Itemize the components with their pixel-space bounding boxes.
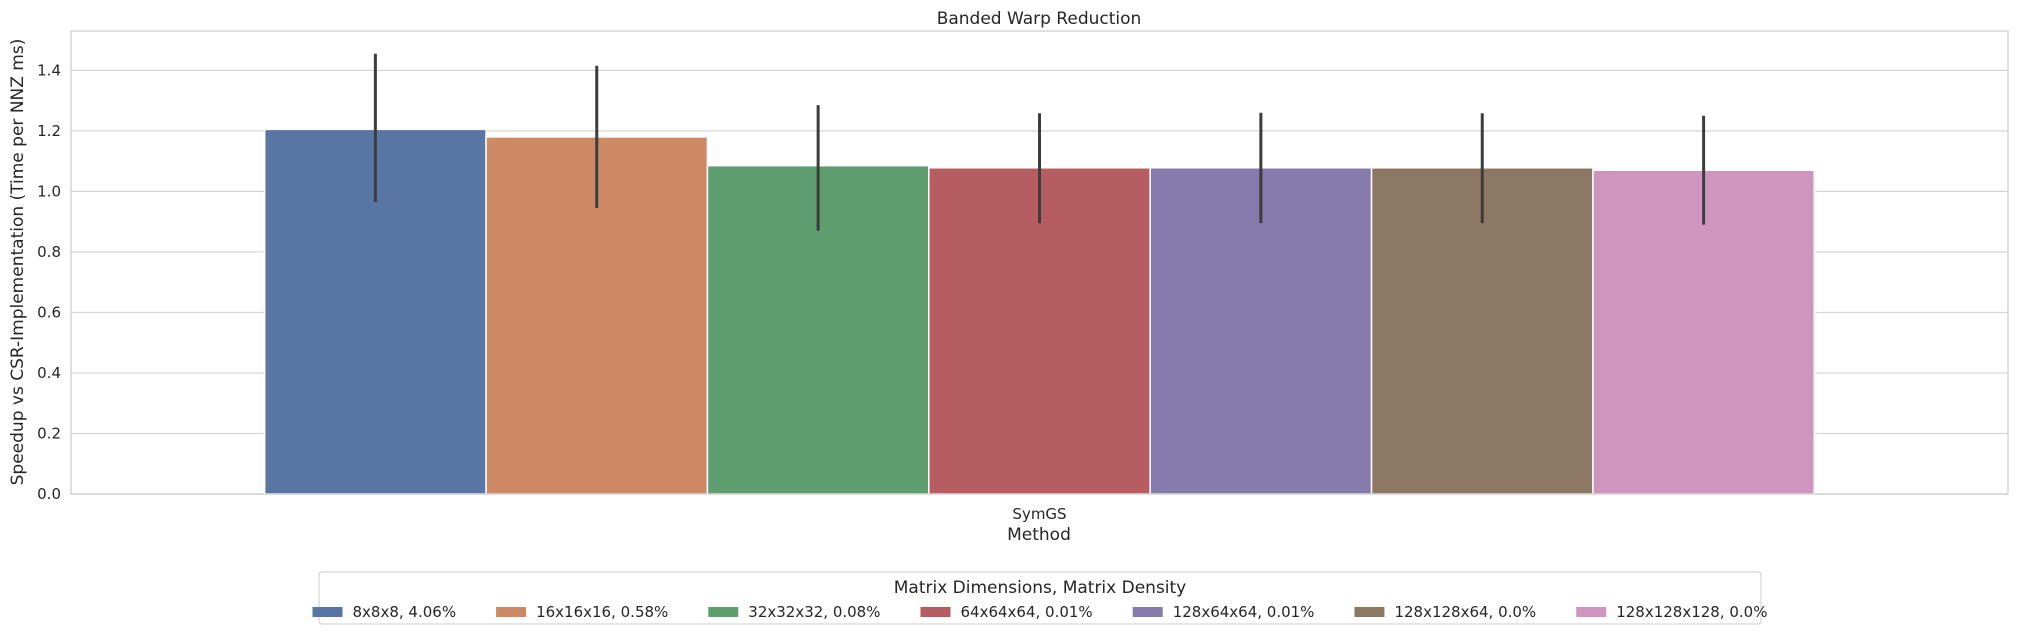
x-axis-title: Method (1007, 525, 1071, 545)
legend-label: 128x128x128, 0.0% (1616, 603, 1767, 621)
y-tick-label: 0.8 (37, 243, 61, 261)
error-bars (373, 53, 1706, 231)
legend-label: 64x64x64, 0.01% (960, 603, 1092, 621)
y-tick-label: 0.6 (37, 303, 61, 321)
legend-label: 128x128x64, 0.0% (1394, 603, 1536, 621)
legend-items: 8x8x8, 4.06% 16x16x16, 0.58% 32x32x32, 0.0… (312, 603, 1767, 621)
y-axis-ticks: 0.0 0.2 0.4 0.6 0.8 1.0 1.2 1.4 (37, 61, 61, 503)
legend-item: 128x128x128, 0.0% (1576, 603, 1767, 621)
y-tick-label: 1.4 (37, 61, 61, 79)
legend-item: 32x32x32, 0.08% (708, 603, 880, 621)
legend-item: 16x16x16, 0.58% (496, 603, 668, 621)
legend-title: Matrix Dimensions, Matrix Density (894, 578, 1187, 598)
legend: Matrix Dimensions, Matrix Density 8x8x8,… (312, 571, 1767, 625)
legend-item: 128x64x64, 0.01% (1132, 603, 1315, 621)
legend-swatch (496, 607, 527, 617)
legend-swatch (1132, 607, 1163, 617)
y-tick-label: 1.2 (37, 122, 61, 140)
legend-swatch (312, 607, 343, 617)
y-tick-label: 0.2 (37, 424, 61, 442)
y-axis-title: Speedup vs CSR-Implementation (Time per … (8, 39, 28, 486)
legend-swatch (708, 607, 739, 617)
legend-label: 8x8x8, 4.06% (353, 603, 457, 621)
legend-frame (318, 571, 1762, 625)
legend-swatch (1576, 607, 1607, 617)
legend-item: 64x64x64, 0.01% (920, 603, 1093, 621)
y-tick-label: 0.4 (37, 364, 61, 382)
legend-label: 32x32x32, 0.08% (748, 603, 880, 621)
legend-item: 8x8x8, 4.06% (312, 603, 457, 621)
y-tick-label: 1.0 (37, 182, 61, 200)
x-axis-ticks: SymGS (1012, 505, 1066, 523)
legend-label: 16x16x16, 0.58% (536, 603, 668, 621)
legend-swatch (920, 607, 951, 617)
y-tick-label: 0.0 (37, 485, 61, 503)
x-tick-label: SymGS (1012, 505, 1066, 523)
plot-frame (70, 30, 2009, 495)
chart-title: Banded Warp Reduction (937, 9, 1142, 29)
legend-swatch (1354, 607, 1385, 617)
legend-item: 128x128x64, 0.0% (1354, 603, 1536, 621)
legend-label: 128x64x64, 0.01% (1173, 603, 1315, 621)
